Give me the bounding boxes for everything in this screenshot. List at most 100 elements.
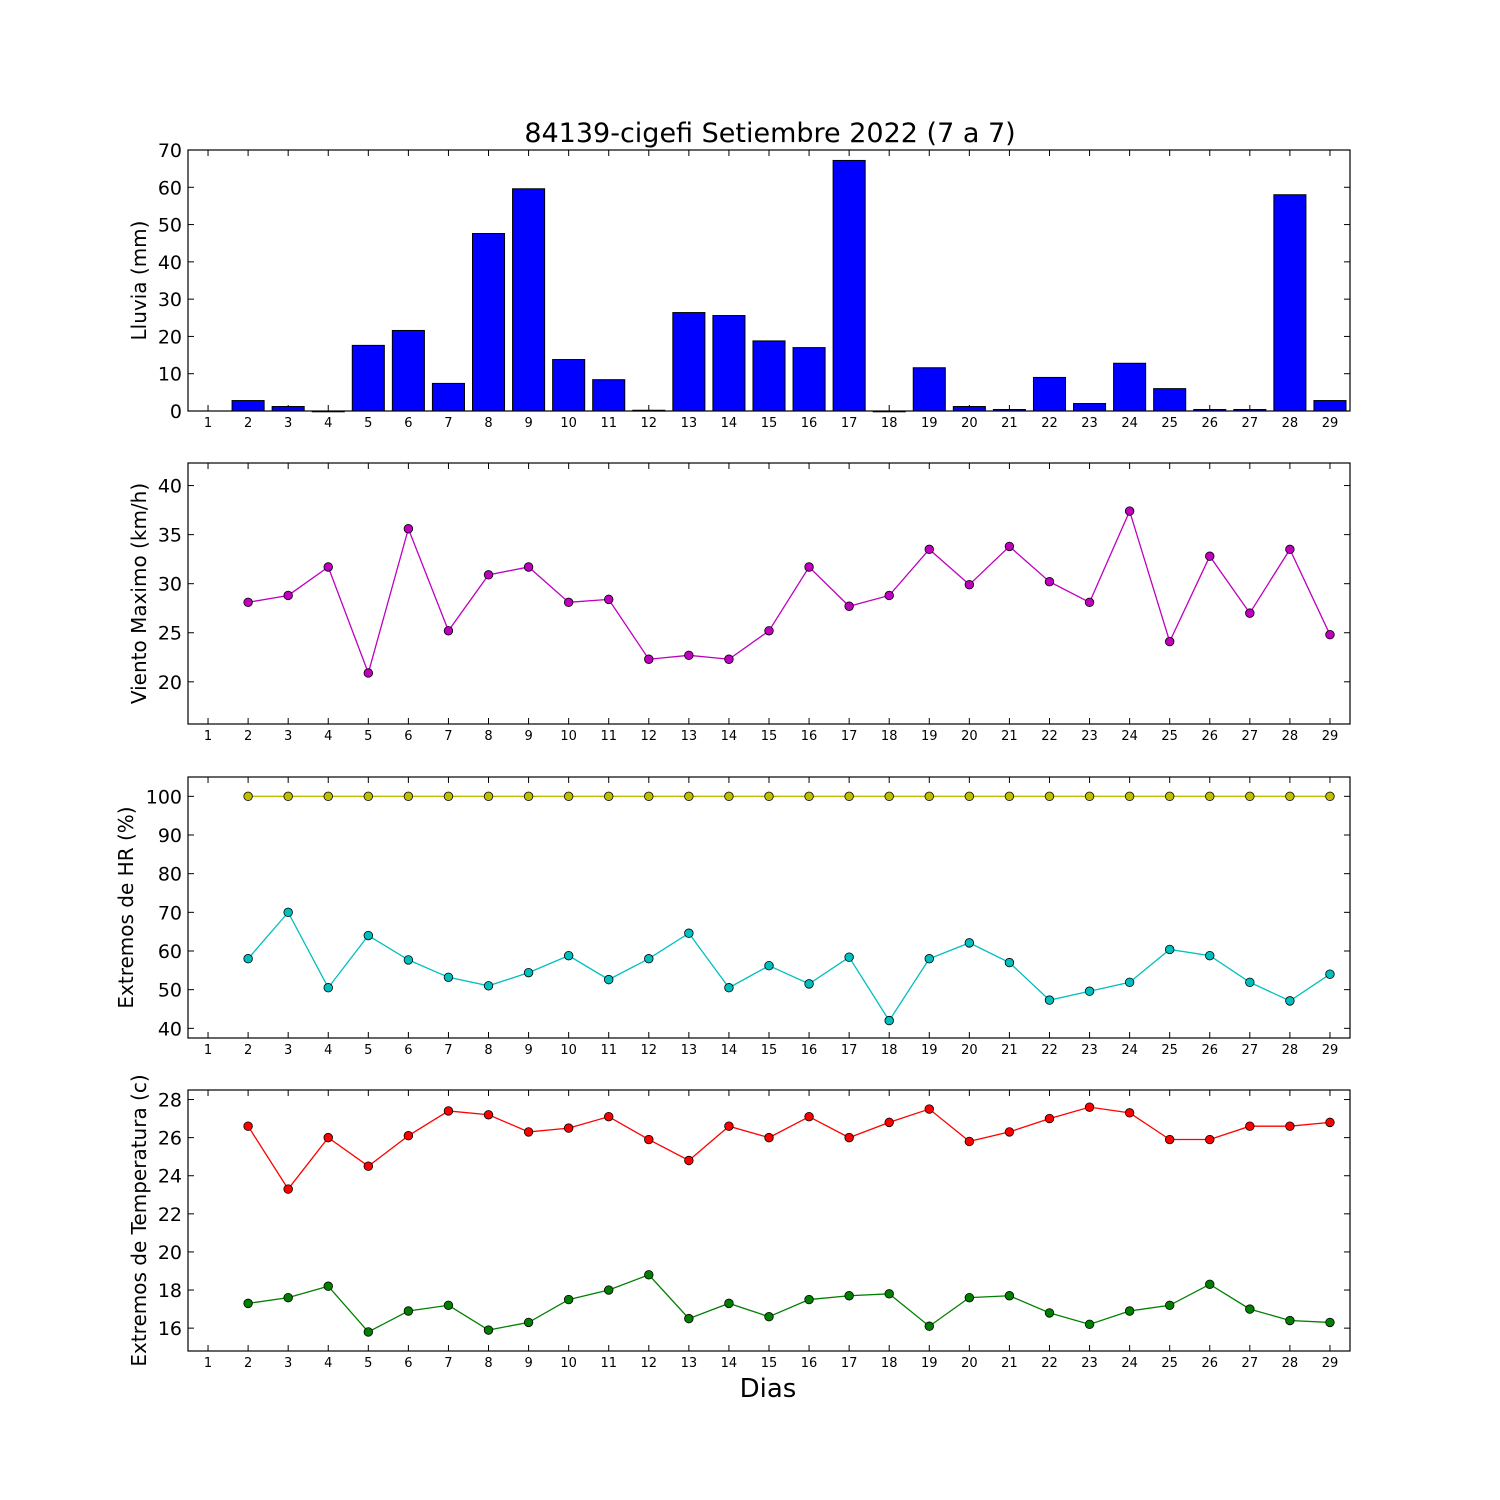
data-point (1004, 541, 1015, 552)
bar (752, 340, 786, 412)
x-tick-label: 3 (284, 416, 292, 431)
x-tick-label: 4 (324, 729, 332, 744)
x-tick-label: 28 (1282, 729, 1299, 744)
data-point (1124, 791, 1135, 802)
data-point (604, 1111, 614, 1122)
y-axis-label: Extremos de HR (%) (114, 806, 138, 1008)
x-tick-label: 23 (1081, 729, 1098, 744)
x-tick-label: 12 (641, 729, 658, 744)
y-tick-label: 18 (158, 1280, 182, 1302)
data-point (1084, 1319, 1095, 1330)
data-point (1205, 950, 1215, 961)
data-point (1084, 597, 1095, 608)
x-tick-label: 7 (444, 416, 452, 431)
x-tick-label: 6 (404, 1356, 412, 1371)
data-point (443, 1300, 454, 1310)
x-tick-label: 25 (1161, 1356, 1178, 1371)
x-tick-label: 13 (681, 729, 698, 744)
data-point (844, 791, 854, 802)
x-tick-label: 24 (1121, 1356, 1138, 1371)
x-tick-label: 17 (841, 1356, 858, 1371)
x-tick-label: 19 (921, 416, 938, 431)
x-tick-label: 22 (1041, 416, 1058, 431)
x-tick-label: 15 (761, 1356, 778, 1371)
data-point (604, 594, 614, 605)
x-tick-label: 10 (560, 1356, 577, 1371)
x-tick-label: 27 (1242, 1043, 1259, 1058)
x-tick-label: 15 (761, 1043, 778, 1058)
x-tick-label: 23 (1081, 1356, 1098, 1371)
y-tick-label: 40 (158, 252, 182, 274)
x-tick-label: 18 (881, 416, 898, 431)
data-point (1245, 1304, 1255, 1314)
bar (512, 188, 546, 412)
data-point (283, 590, 293, 601)
data-point (604, 791, 614, 802)
x-tick-label: 8 (484, 1043, 492, 1058)
data-point (884, 590, 894, 601)
data-point (684, 1313, 694, 1324)
y-tick-label: 28 (158, 1090, 182, 1112)
y-tick-label: 60 (158, 177, 182, 199)
x-tick-label: 28 (1282, 416, 1299, 431)
bar (1113, 362, 1147, 412)
data-point (764, 960, 774, 971)
bar (431, 382, 465, 412)
x-tick-label: 21 (1001, 729, 1018, 744)
data-point (804, 1294, 814, 1305)
x-tick-label: 26 (1201, 416, 1218, 431)
x-tick-label: 2 (244, 1356, 252, 1371)
x-tick-label: 10 (560, 729, 577, 744)
chart-title: 84139-cigefi Setiembre 2022 (7 a 7) (524, 118, 1015, 149)
x-tick-label: 2 (244, 416, 252, 431)
data-point (964, 1136, 975, 1147)
x-tick-label: 3 (284, 729, 292, 744)
x-tick-label: 22 (1041, 729, 1058, 744)
x-tick-label: 13 (681, 1356, 698, 1371)
y-tick-label: 80 (158, 864, 182, 886)
x-tick-label: 14 (721, 1043, 738, 1058)
data-point (964, 791, 975, 802)
data-point (283, 1184, 293, 1194)
data-point (443, 626, 454, 636)
x-tick-label: 9 (524, 1043, 532, 1058)
data-point (644, 1270, 654, 1280)
x-tick-label: 19 (921, 1356, 938, 1371)
x-tick-label: 11 (600, 1356, 617, 1371)
y-axis-label: Viento Maximo (km/h) (127, 483, 151, 704)
x-tick-label: 7 (444, 1043, 452, 1058)
data-point (1205, 1279, 1215, 1290)
y-tick-label: 25 (158, 623, 182, 645)
bar (952, 406, 986, 412)
data-point (604, 1285, 614, 1295)
x-tick-label: 3 (284, 1356, 292, 1371)
data-point (1124, 1306, 1135, 1316)
data-point (323, 983, 333, 993)
x-tick-label: 22 (1041, 1356, 1058, 1371)
data-point (1044, 1113, 1055, 1124)
x-tick-label: 18 (881, 1043, 898, 1058)
data-point (243, 597, 253, 608)
x-tick-label: 1 (204, 1043, 212, 1058)
x-tick-label: 10 (560, 416, 577, 431)
x-tick-label: 1 (204, 729, 212, 744)
x-tick-label: 24 (1121, 416, 1138, 431)
x-tick-label: 19 (921, 1043, 938, 1058)
x-tick-label: 5 (364, 416, 372, 431)
data-point (1124, 1108, 1135, 1118)
data-point (1325, 791, 1335, 802)
data-point (363, 668, 374, 678)
x-tick-label: 26 (1201, 1043, 1218, 1058)
data-point (1044, 791, 1055, 802)
bar (552, 359, 586, 412)
y-tick-label: 100 (146, 786, 182, 808)
x-tick-label: 7 (444, 1356, 452, 1371)
x-tick-label: 29 (1322, 1043, 1339, 1058)
data-point (964, 1292, 975, 1303)
data-point (403, 1306, 414, 1316)
data-point (443, 972, 454, 982)
data-point (964, 938, 975, 948)
data-point (1124, 977, 1135, 988)
